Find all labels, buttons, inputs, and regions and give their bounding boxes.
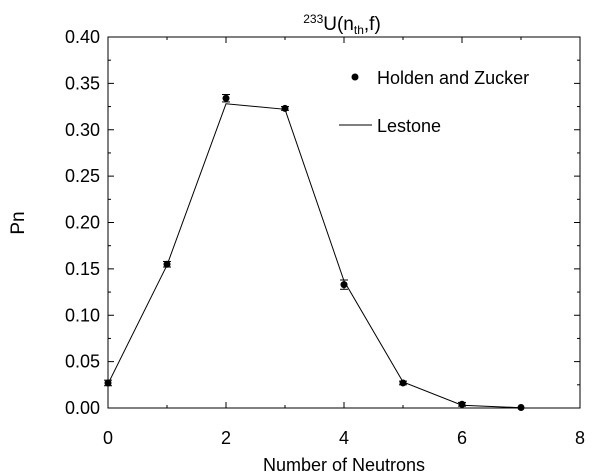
legend-label-holden-zucker: Holden and Zucker [377, 68, 529, 88]
y-tick-label: 0.10 [65, 305, 100, 325]
series-lestone-line [107, 103, 522, 409]
legend-marker-holden-zucker [351, 73, 359, 81]
data-point-group [399, 379, 407, 387]
title-element: U(n [323, 14, 354, 35]
chart-title-text: 233U(nth,f) [303, 12, 381, 37]
y-tick-label: 0.30 [65, 120, 100, 140]
y-tick-label: 0.40 [65, 27, 100, 47]
plot-frame [107, 36, 581, 409]
y-tick-label: 0.25 [65, 166, 100, 186]
data-point [222, 94, 230, 102]
chart-title: 233U(nth,f) [303, 12, 381, 37]
title-mass-number: 233 [303, 12, 323, 26]
data-point [340, 281, 348, 289]
x-axis-label: Number of Neutrons [263, 455, 425, 475]
x-tick-label: 0 [103, 428, 113, 448]
legend: Holden and Zucker Lestone [339, 68, 529, 136]
x-tick-label: 2 [221, 428, 231, 448]
data-point [104, 379, 112, 387]
data-point [163, 260, 171, 268]
legend-label-lestone: Lestone [377, 116, 441, 136]
title-subscript: th [354, 23, 364, 37]
data-point-group [517, 404, 525, 412]
y-tick-label: 0.35 [65, 73, 100, 93]
lestone-line [107, 103, 522, 409]
y-tick-label: 0.20 [65, 213, 100, 233]
plot-area [107, 36, 581, 409]
title-rest: ,f) [364, 14, 381, 35]
data-point-group [104, 379, 112, 387]
data-point-group [163, 260, 171, 268]
data-point [517, 404, 525, 412]
data-point [399, 379, 407, 387]
data-point-group [458, 400, 466, 408]
x-tick-label: 8 [575, 428, 585, 448]
data-point [281, 104, 289, 112]
y-tick-label: 0.15 [65, 259, 100, 279]
x-axis-ticks: 0 2 4 6 8 [103, 37, 585, 448]
y-tick-label: 0.00 [65, 398, 100, 418]
y-axis-ticks: 0.00 0.05 0.10 0.15 0.20 0.25 0.30 0.35 0.40 [65, 27, 580, 418]
data-point [458, 400, 466, 408]
series-holden-zucker-points [104, 94, 525, 412]
y-tick-label: 0.05 [65, 352, 100, 372]
data-point-group [340, 279, 348, 290]
x-tick-label: 4 [339, 428, 349, 448]
x-tick-label: 6 [457, 428, 467, 448]
data-point-group [222, 94, 230, 103]
y-axis-label: Pn [8, 211, 29, 234]
data-point-group [281, 104, 289, 112]
